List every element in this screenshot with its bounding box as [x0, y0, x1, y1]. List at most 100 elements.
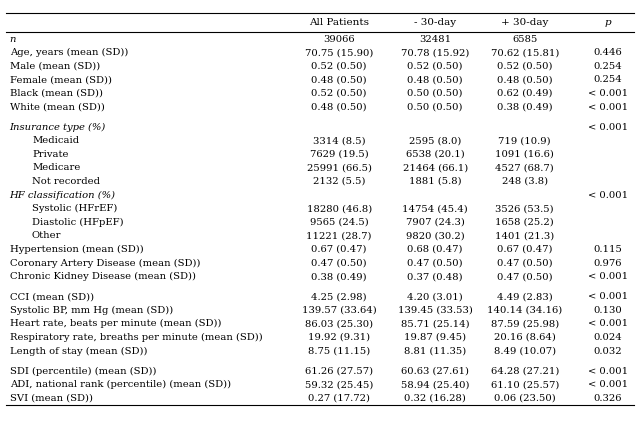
Text: 8.81 (11.35): 8.81 (11.35): [404, 346, 467, 356]
Text: 85.71 (25.14): 85.71 (25.14): [401, 319, 470, 328]
Text: < 0.001: < 0.001: [588, 191, 628, 200]
Text: 0.47 (0.50): 0.47 (0.50): [497, 259, 552, 268]
Text: 0.446: 0.446: [594, 48, 622, 57]
Text: 2132 (5.5): 2132 (5.5): [313, 177, 365, 186]
Text: 719 (10.9): 719 (10.9): [499, 136, 551, 145]
Text: 1401 (21.3): 1401 (21.3): [495, 231, 554, 241]
Text: Medicare: Medicare: [32, 163, 81, 173]
Text: 60.63 (27.61): 60.63 (27.61): [401, 367, 469, 376]
Text: 0.48 (0.50): 0.48 (0.50): [497, 76, 552, 84]
Text: 0.68 (0.47): 0.68 (0.47): [408, 245, 463, 254]
Text: 8.49 (10.07): 8.49 (10.07): [493, 346, 556, 356]
Text: 61.26 (27.57): 61.26 (27.57): [305, 367, 373, 376]
Text: 0.254: 0.254: [594, 76, 622, 84]
Text: < 0.001: < 0.001: [588, 380, 628, 389]
Text: 6585: 6585: [512, 35, 538, 43]
Text: Heart rate, beats per minute (mean (SD)): Heart rate, beats per minute (mean (SD)): [10, 319, 221, 328]
Text: 70.75 (15.90): 70.75 (15.90): [305, 48, 373, 57]
Text: < 0.001: < 0.001: [588, 292, 628, 301]
Text: 7629 (19.5): 7629 (19.5): [310, 150, 369, 159]
Text: 0.50 (0.50): 0.50 (0.50): [408, 89, 463, 98]
Text: < 0.001: < 0.001: [588, 103, 628, 111]
Text: 140.14 (34.16): 140.14 (34.16): [487, 306, 563, 315]
Text: 4.49 (2.83): 4.49 (2.83): [497, 292, 553, 301]
Text: Length of stay (mean (SD)): Length of stay (mean (SD)): [10, 346, 147, 356]
Text: 0.130: 0.130: [594, 306, 622, 315]
Text: 0.27 (17.72): 0.27 (17.72): [308, 394, 370, 403]
Text: 6538 (20.1): 6538 (20.1): [406, 150, 465, 159]
Text: 20.16 (8.64): 20.16 (8.64): [494, 333, 556, 342]
Text: 19.92 (9.31): 19.92 (9.31): [308, 333, 371, 342]
Text: < 0.001: < 0.001: [588, 272, 628, 281]
Text: Age, years (mean (SD)): Age, years (mean (SD)): [10, 48, 128, 57]
Text: Systolic (HFrEF): Systolic (HFrEF): [32, 204, 117, 213]
Text: SVI (mean (SD)): SVI (mean (SD)): [10, 394, 93, 403]
Text: 4.25 (2.98): 4.25 (2.98): [312, 292, 367, 301]
Text: 0.254: 0.254: [594, 62, 622, 71]
Text: Diastolic (HFpEF): Diastolic (HFpEF): [32, 218, 124, 227]
Text: n: n: [10, 35, 16, 43]
Text: 0.37 (0.48): 0.37 (0.48): [408, 272, 463, 281]
Text: Chronic Kidney Disease (mean (SD)): Chronic Kidney Disease (mean (SD)): [10, 272, 196, 281]
Text: Female (mean (SD)): Female (mean (SD)): [10, 76, 111, 84]
Text: 0.326: 0.326: [594, 394, 622, 403]
Text: Male (mean (SD)): Male (mean (SD)): [10, 62, 100, 71]
Text: 9820 (30.2): 9820 (30.2): [406, 231, 465, 241]
Text: Private: Private: [32, 150, 68, 159]
Text: 87.59 (25.98): 87.59 (25.98): [491, 319, 559, 328]
Text: 18280 (46.8): 18280 (46.8): [307, 204, 372, 213]
Text: 21464 (66.1): 21464 (66.1): [403, 163, 468, 173]
Text: < 0.001: < 0.001: [588, 319, 628, 328]
Text: 0.976: 0.976: [594, 259, 622, 268]
Text: 7907 (24.3): 7907 (24.3): [406, 218, 465, 227]
Text: 139.45 (33.53): 139.45 (33.53): [398, 306, 472, 315]
Text: 58.94 (25.40): 58.94 (25.40): [401, 380, 470, 389]
Text: 0.47 (0.50): 0.47 (0.50): [497, 272, 552, 281]
Text: 0.06 (23.50): 0.06 (23.50): [494, 394, 556, 403]
Text: 0.67 (0.47): 0.67 (0.47): [497, 245, 552, 254]
Text: - 30-day: - 30-day: [414, 18, 456, 27]
Text: Systolic BP, mm Hg (mean (SD)): Systolic BP, mm Hg (mean (SD)): [10, 306, 173, 315]
Text: < 0.001: < 0.001: [588, 89, 628, 98]
Text: Respiratory rate, breaths per minute (mean (SD)): Respiratory rate, breaths per minute (me…: [10, 333, 262, 342]
Text: 1658 (25.2): 1658 (25.2): [495, 218, 554, 227]
Text: < 0.001: < 0.001: [588, 123, 628, 132]
Text: Not recorded: Not recorded: [32, 177, 100, 186]
Text: 0.52 (0.50): 0.52 (0.50): [408, 62, 463, 71]
Text: 59.32 (25.45): 59.32 (25.45): [305, 380, 373, 389]
Text: CCI (mean (SD)): CCI (mean (SD)): [10, 292, 93, 301]
Text: Coronary Artery Disease (mean (SD)): Coronary Artery Disease (mean (SD)): [10, 259, 200, 268]
Text: Black (mean (SD)): Black (mean (SD)): [10, 89, 102, 98]
Text: 14754 (45.4): 14754 (45.4): [403, 204, 468, 213]
Text: 4527 (68.7): 4527 (68.7): [495, 163, 554, 173]
Text: Medicaid: Medicaid: [32, 136, 79, 145]
Text: 25991 (66.5): 25991 (66.5): [307, 163, 372, 173]
Text: 1881 (5.8): 1881 (5.8): [409, 177, 461, 186]
Text: 0.47 (0.50): 0.47 (0.50): [312, 259, 367, 268]
Text: 1091 (16.6): 1091 (16.6): [495, 150, 554, 159]
Text: 4.20 (3.01): 4.20 (3.01): [407, 292, 463, 301]
Text: 0.024: 0.024: [594, 333, 622, 342]
Text: 0.52 (0.50): 0.52 (0.50): [312, 89, 367, 98]
Text: 3314 (8.5): 3314 (8.5): [313, 136, 365, 145]
Text: ADI, national rank (percentile) (mean (SD)): ADI, national rank (percentile) (mean (S…: [10, 380, 231, 389]
Text: 0.67 (0.47): 0.67 (0.47): [312, 245, 367, 254]
Text: 32481: 32481: [419, 35, 451, 43]
Text: 39066: 39066: [323, 35, 355, 43]
Text: 0.52 (0.50): 0.52 (0.50): [312, 62, 367, 71]
Text: 0.62 (0.49): 0.62 (0.49): [497, 89, 552, 98]
Text: White (mean (SD)): White (mean (SD)): [10, 103, 104, 111]
Text: 0.115: 0.115: [593, 245, 623, 254]
Text: 8.75 (11.15): 8.75 (11.15): [308, 346, 371, 356]
Text: 139.57 (33.64): 139.57 (33.64): [302, 306, 376, 315]
Text: SDI (percentile) (mean (SD)): SDI (percentile) (mean (SD)): [10, 367, 156, 376]
Text: HF classification (%): HF classification (%): [10, 191, 116, 200]
Text: 0.32 (16.28): 0.32 (16.28): [404, 394, 466, 403]
Text: Insurance type (%): Insurance type (%): [10, 122, 106, 132]
Text: 0.48 (0.50): 0.48 (0.50): [312, 103, 367, 111]
Text: 0.38 (0.49): 0.38 (0.49): [497, 103, 552, 111]
Text: 64.28 (27.21): 64.28 (27.21): [491, 367, 559, 376]
Text: 9565 (24.5): 9565 (24.5): [310, 218, 369, 227]
Text: 86.03 (25.30): 86.03 (25.30): [305, 319, 373, 328]
Text: 0.38 (0.49): 0.38 (0.49): [312, 272, 367, 281]
